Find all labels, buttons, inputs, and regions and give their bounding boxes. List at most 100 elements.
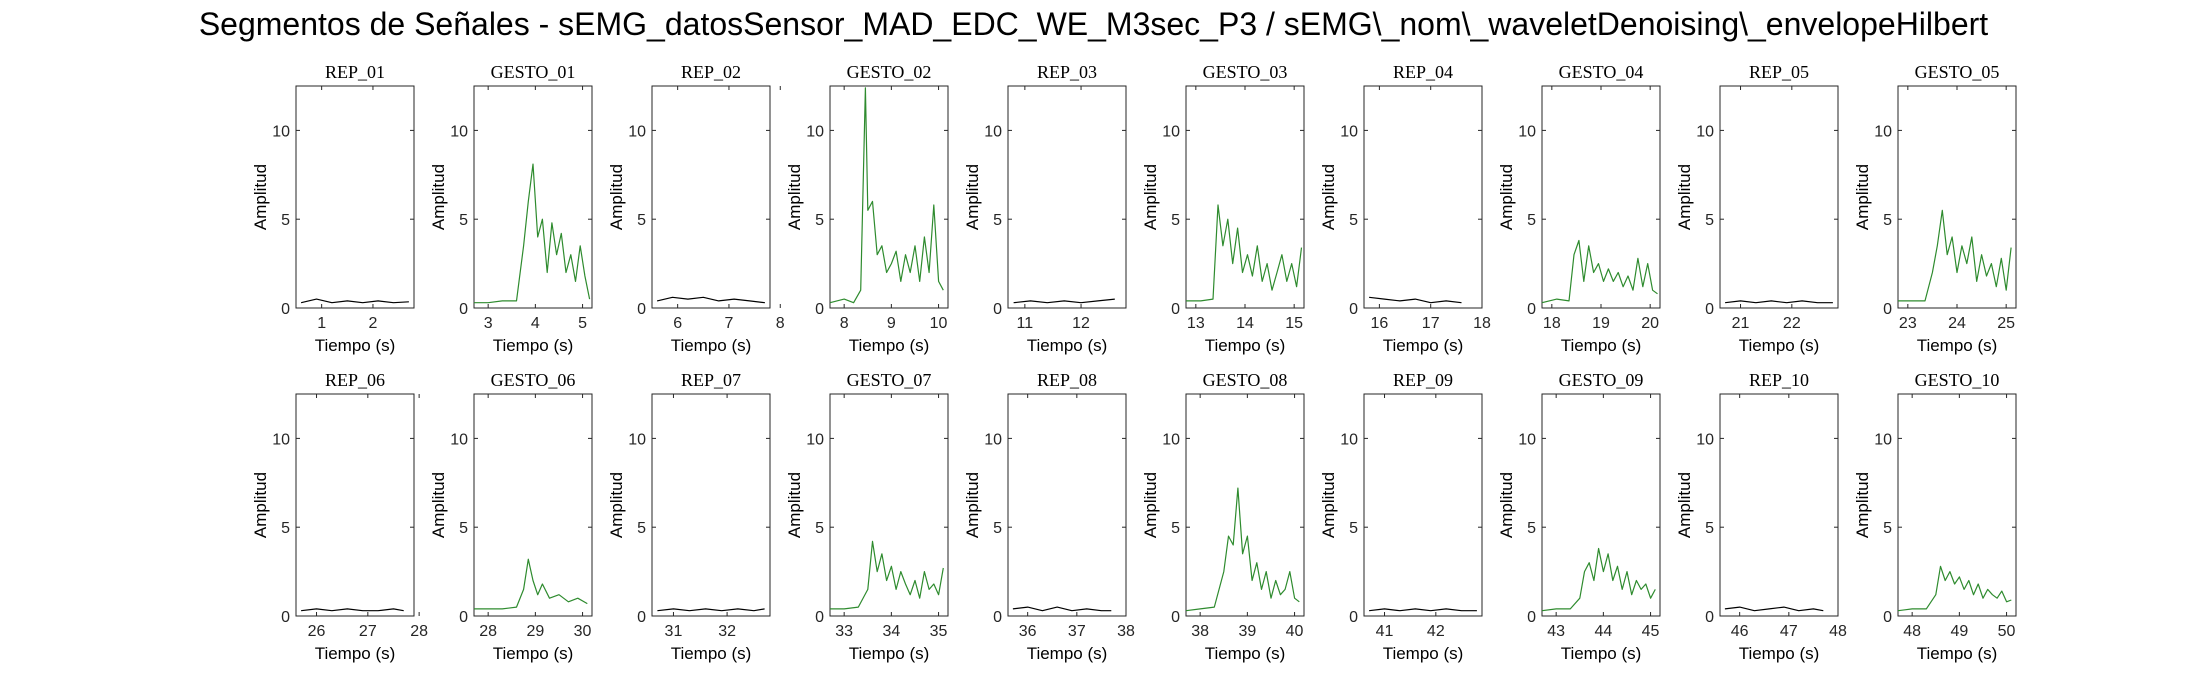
x-axis-label: Tiempo (s) xyxy=(1739,644,1820,663)
y-tick-label: 10 xyxy=(1696,431,1714,448)
series-line-rep-07 xyxy=(657,608,765,612)
x-axis-label: Tiempo (s) xyxy=(1739,336,1820,355)
x-tick-label: 35 xyxy=(930,623,948,640)
y-tick-label: 5 xyxy=(993,520,1002,537)
x-tick-label: 23 xyxy=(1899,315,1917,332)
x-axis-label: Tiempo (s) xyxy=(1383,336,1464,355)
y-tick-label: 0 xyxy=(1705,301,1714,318)
subplot-rep-09: REP_09 0 5 10 41 42 Tiempo (s) Amplitud xyxy=(1319,370,1483,663)
series-line-gesto-08 xyxy=(1185,487,1300,612)
x-tick-label: 25 xyxy=(1997,315,2015,332)
y-tick-label: 5 xyxy=(1171,212,1180,229)
y-tick-label: 0 xyxy=(281,609,290,626)
series-line-rep-04 xyxy=(1369,296,1462,304)
x-tick-label: 7 xyxy=(725,315,734,332)
x-tick-label: 50 xyxy=(1998,623,2016,640)
y-axis-label: Amplitud xyxy=(1853,472,1872,538)
x-tick-label: 38 xyxy=(1191,623,1209,640)
y-tick-label: 5 xyxy=(1527,212,1536,229)
y-tick-label: 10 xyxy=(450,431,468,448)
x-tick-label: 38 xyxy=(1117,623,1135,640)
y-tick-label: 5 xyxy=(1527,520,1536,537)
x-tick-label: 28 xyxy=(479,623,497,640)
subplot-title: GESTO_04 xyxy=(1559,62,1644,82)
x-axis-label: Tiempo (s) xyxy=(1917,644,1998,663)
y-tick-label: 10 xyxy=(1518,123,1536,140)
y-tick-label: 10 xyxy=(806,123,824,140)
x-tick-label: 27 xyxy=(359,623,377,640)
x-tick-label: 37 xyxy=(1068,623,1086,640)
x-tick-label: 29 xyxy=(526,623,544,640)
x-tick-label: 31 xyxy=(665,623,683,640)
y-axis-label: Amplitud xyxy=(785,472,804,538)
x-tick-label: 45 xyxy=(1642,623,1660,640)
subplot-rep-10: REP_10 0 5 10 46 47 48 Tiempo (s) Amplitud xyxy=(1675,370,1847,663)
x-tick-label: 33 xyxy=(835,623,853,640)
axes-box xyxy=(651,393,771,617)
x-tick-label: 12 xyxy=(1072,315,1090,332)
x-axis-label: Tiempo (s) xyxy=(1561,336,1642,355)
axes-box xyxy=(1719,85,1839,309)
y-tick-label: 0 xyxy=(1883,301,1892,318)
y-tick-label: 10 xyxy=(628,123,646,140)
axes-box xyxy=(1541,393,1661,617)
y-axis-label: Amplitud xyxy=(1497,164,1516,230)
x-tick-label: 32 xyxy=(718,623,736,640)
subplot-title: REP_02 xyxy=(681,62,741,82)
y-tick-label: 5 xyxy=(1883,520,1892,537)
y-tick-label: 10 xyxy=(1874,123,1892,140)
x-axis-label: Tiempo (s) xyxy=(1383,644,1464,663)
x-tick-label: 4 xyxy=(531,315,540,332)
series-line-rep-03 xyxy=(1013,298,1115,304)
x-axis-label: Tiempo (s) xyxy=(1027,644,1108,663)
subplot-title: REP_06 xyxy=(325,370,385,390)
subplot-gesto-05: GESTO_05 0 5 10 23 24 25 Tiempo (s) Amplitud xyxy=(1853,62,2017,355)
subplot-gesto-04: GESTO_04 0 5 10 18 19 20 Tiempo (s) Amplitud xyxy=(1497,62,1661,355)
y-axis-label: Amplitud xyxy=(1675,164,1694,230)
x-axis-label: Tiempo (s) xyxy=(1205,644,1286,663)
y-tick-label: 0 xyxy=(1705,609,1714,626)
series-line-gesto-03 xyxy=(1186,204,1303,302)
y-axis-label: Amplitud xyxy=(1675,472,1694,538)
y-tick-label: 10 xyxy=(272,431,290,448)
axes-box xyxy=(1363,85,1483,309)
subplot-rep-04: REP_04 0 5 10 16 17 18 Tiempo (s) Amplitud xyxy=(1319,62,1491,355)
y-tick-label: 5 xyxy=(281,520,290,537)
x-axis-label: Tiempo (s) xyxy=(671,336,752,355)
y-axis-label: Amplitud xyxy=(1141,472,1160,538)
series-line-rep-10 xyxy=(1724,606,1824,612)
x-tick-label: 10 xyxy=(930,315,948,332)
subplot-title: GESTO_05 xyxy=(1915,62,2000,82)
series-line-rep-01 xyxy=(300,298,409,304)
subplot-title: GESTO_01 xyxy=(491,62,576,82)
y-axis-label: Amplitud xyxy=(1319,164,1338,230)
x-axis-label: Tiempo (s) xyxy=(493,336,574,355)
y-tick-label: 0 xyxy=(1171,609,1180,626)
x-tick-label: 26 xyxy=(308,623,326,640)
x-tick-label: 18 xyxy=(1473,315,1491,332)
x-axis-label: Tiempo (s) xyxy=(1027,336,1108,355)
y-tick-label: 0 xyxy=(459,301,468,318)
subplot-title: GESTO_08 xyxy=(1203,370,1288,390)
y-tick-label: 5 xyxy=(1705,212,1714,229)
subplot-title: GESTO_09 xyxy=(1559,370,1644,390)
y-tick-label: 10 xyxy=(984,123,1002,140)
series-line-rep-09 xyxy=(1369,608,1477,612)
y-tick-label: 0 xyxy=(1349,609,1358,626)
axes-box xyxy=(1363,393,1483,617)
x-axis-label: Tiempo (s) xyxy=(1205,336,1286,355)
y-axis-label: Amplitud xyxy=(785,164,804,230)
y-tick-label: 0 xyxy=(1527,301,1536,318)
y-axis-label: Amplitud xyxy=(251,164,270,230)
subplot-title: GESTO_06 xyxy=(491,370,576,390)
y-tick-label: 10 xyxy=(1696,123,1714,140)
y-axis-label: Amplitud xyxy=(607,472,626,538)
y-tick-label: 5 xyxy=(459,212,468,229)
y-tick-label: 10 xyxy=(1518,431,1536,448)
subplot-rep-05: REP_05 0 5 10 21 22 Tiempo (s) Amplitud xyxy=(1675,62,1839,355)
y-tick-label: 5 xyxy=(815,212,824,229)
y-tick-label: 10 xyxy=(984,431,1002,448)
axes-box xyxy=(473,393,593,617)
